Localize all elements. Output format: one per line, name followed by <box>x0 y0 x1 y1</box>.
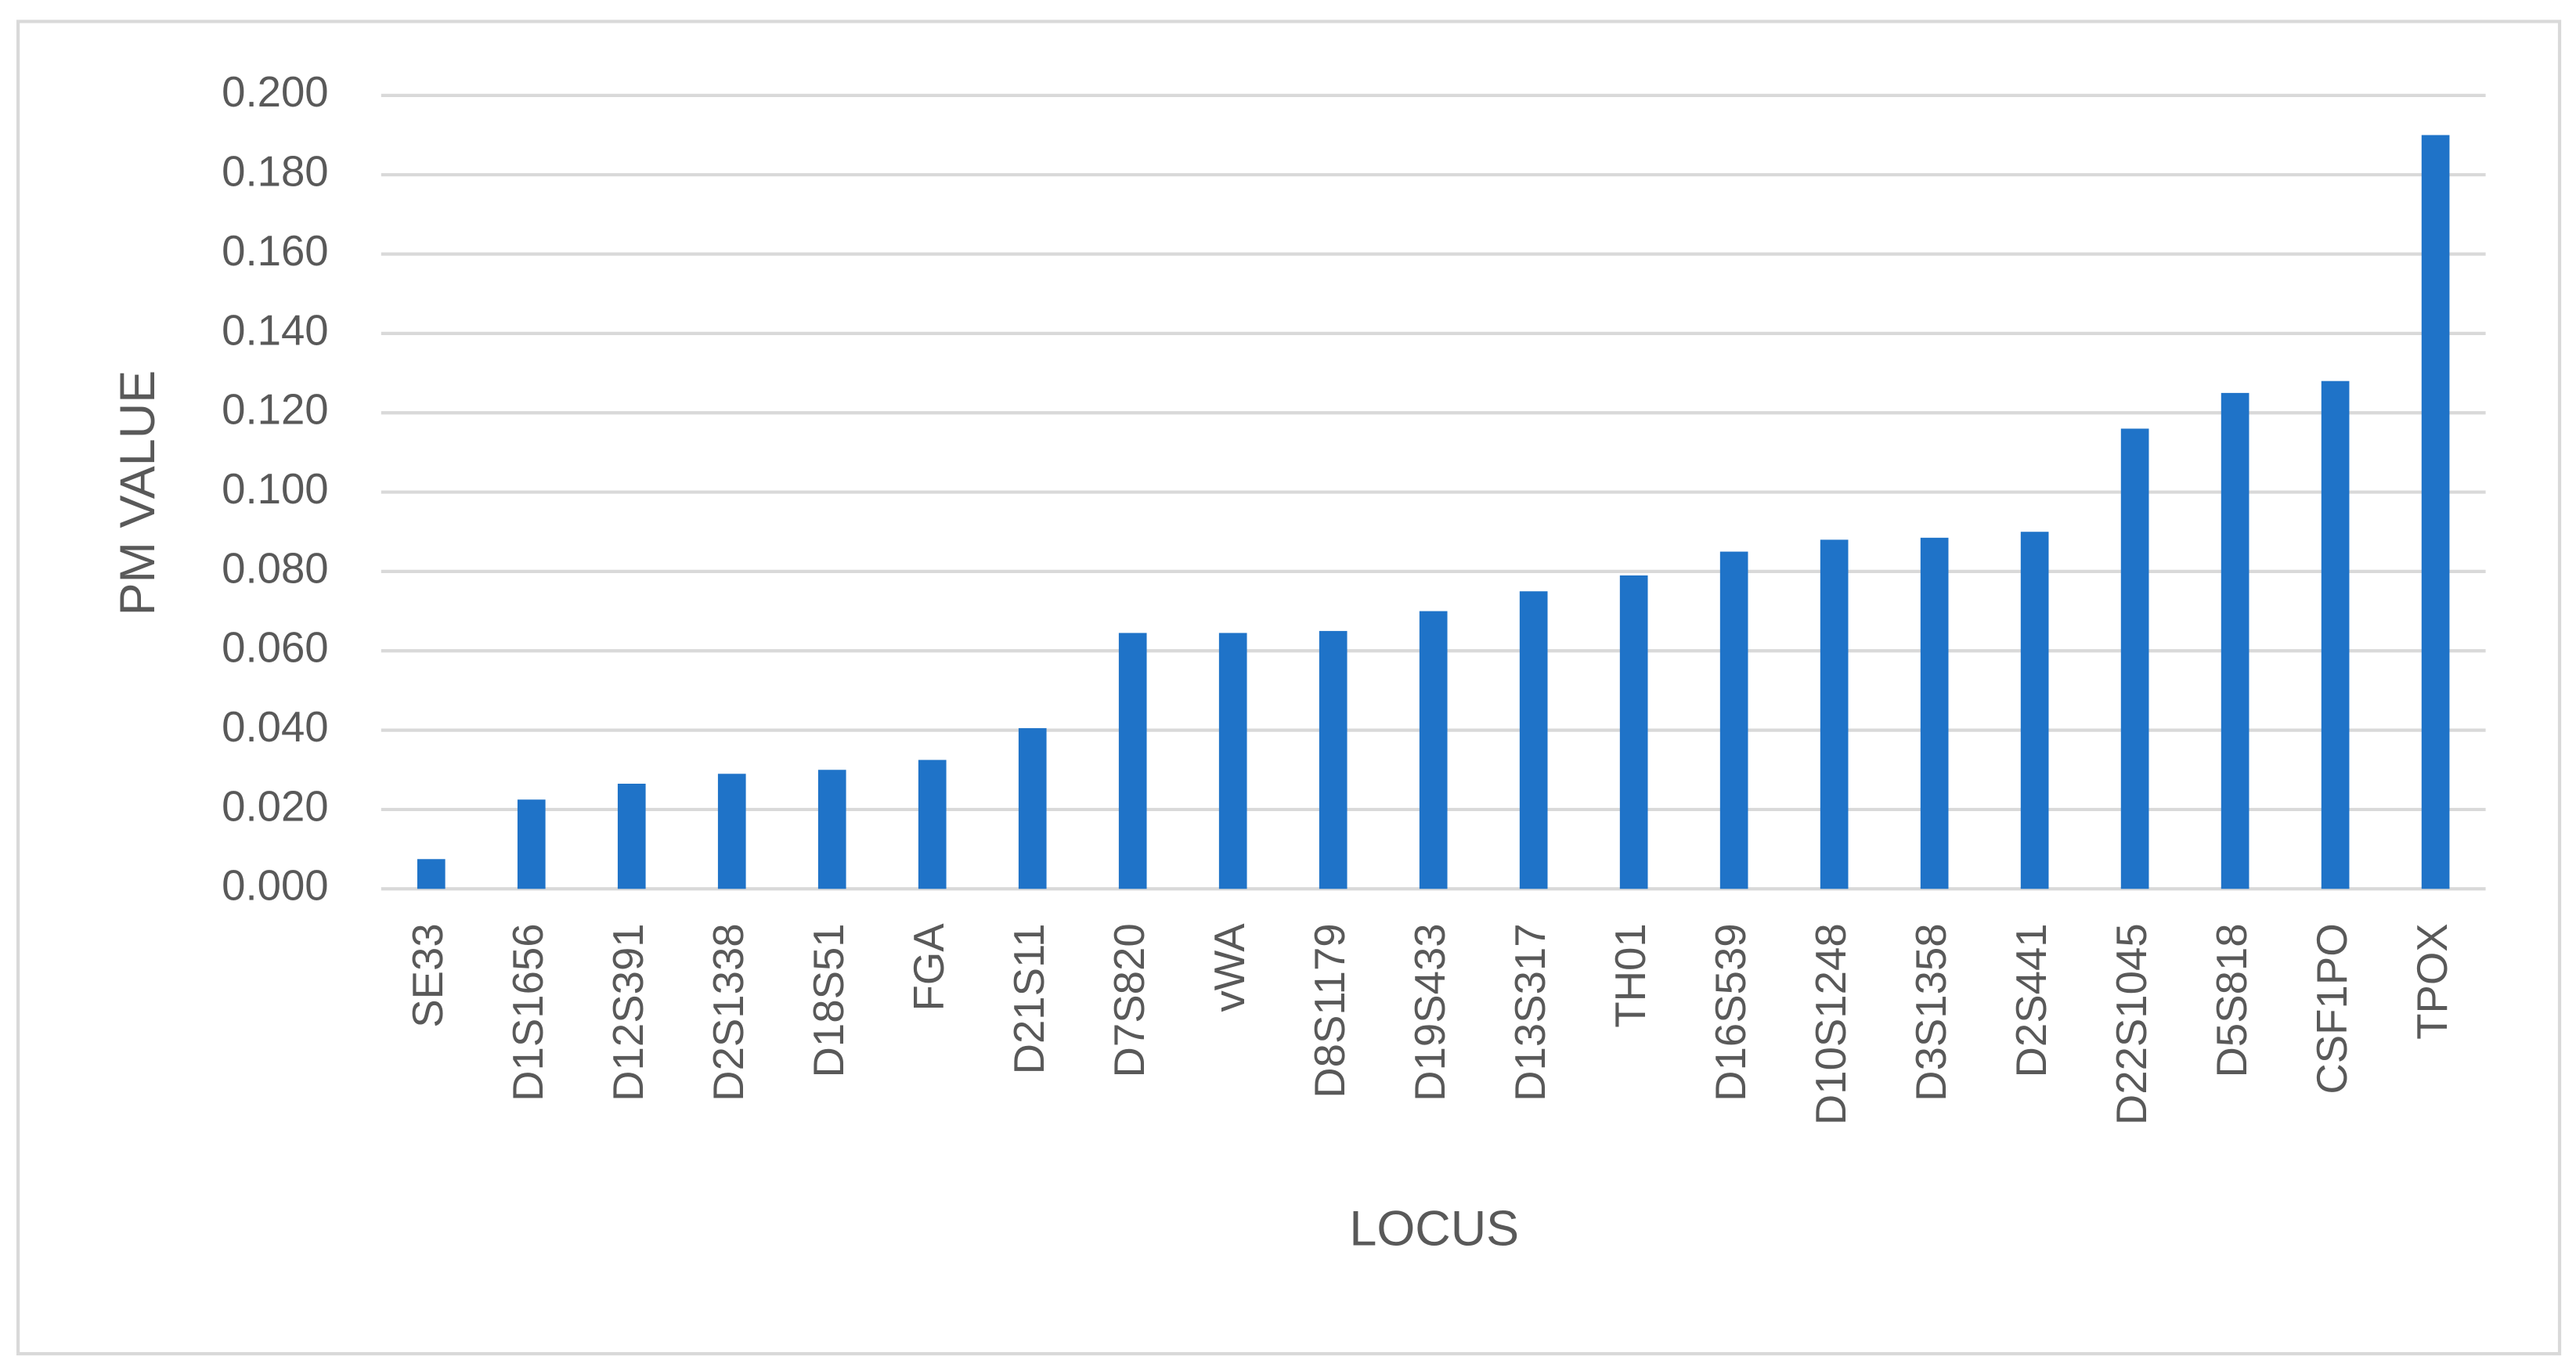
y-tick-label: 0.020 <box>222 782 329 830</box>
y-tick-label: 0.120 <box>222 386 329 434</box>
bar <box>817 770 846 889</box>
y-tick-label: 0.080 <box>222 544 329 592</box>
x-tick-label: D22S1045 <box>2108 923 2156 1125</box>
x-tick-label: D12S391 <box>604 923 652 1101</box>
bar <box>1018 728 1047 889</box>
x-axis-title: LOCUS <box>1349 1201 1519 1256</box>
x-tick-label: D2S1338 <box>705 923 752 1101</box>
x-tick-label: D8S1179 <box>1306 923 1354 1098</box>
x-tick-label: vWA <box>1206 923 1254 1012</box>
bar <box>1619 575 1648 889</box>
bar <box>1719 551 1748 889</box>
x-tick-label: D21S11 <box>1005 923 1053 1074</box>
bar <box>417 859 446 889</box>
y-tick-label: 0.060 <box>222 624 329 672</box>
x-tick-label: D10S1248 <box>1807 923 1855 1125</box>
x-tick-label: TH01 <box>1607 923 1654 1027</box>
y-tick-label: 0.140 <box>222 306 329 354</box>
bar <box>1118 633 1147 889</box>
bar <box>1218 633 1247 889</box>
bar <box>1519 591 1548 889</box>
y-tick-label: 0.100 <box>222 465 329 513</box>
y-tick-label: 0.040 <box>222 703 329 751</box>
x-tick-label: D18S51 <box>805 923 853 1077</box>
bar <box>1319 630 1348 889</box>
y-tick-label: 0.000 <box>222 862 329 910</box>
x-tick-label: FGA <box>905 923 953 1012</box>
bar <box>1820 539 1849 889</box>
bar <box>617 783 646 889</box>
bar <box>2020 532 2049 889</box>
bar <box>2421 135 2450 889</box>
x-tick-label: D19S433 <box>1406 923 1454 1101</box>
x-tick-label: D7S820 <box>1106 923 1153 1077</box>
x-tick-label: D2S441 <box>2008 923 2055 1077</box>
y-tick-label: 0.200 <box>222 68 329 116</box>
x-tick-label: CSF1PO <box>2308 923 2356 1094</box>
bar <box>2120 428 2149 889</box>
x-tick-label: D5S818 <box>2208 923 2256 1077</box>
x-tick-label: D13S317 <box>1506 923 1554 1101</box>
bar <box>717 774 746 889</box>
x-tick-label: TPOX <box>2408 923 2456 1040</box>
x-tick-label: D3S1358 <box>1907 923 1955 1101</box>
x-tick-label: D1S1656 <box>504 923 552 1101</box>
bar <box>918 759 947 889</box>
chart-border <box>16 20 2562 1356</box>
y-axis-title: PM VALUE <box>110 370 165 616</box>
x-tick-label: D16S539 <box>1707 923 1755 1101</box>
bar <box>517 799 546 889</box>
bar <box>1920 537 1949 889</box>
bar <box>2321 381 2350 889</box>
y-tick-label: 0.160 <box>222 227 329 275</box>
bar <box>1419 611 1448 889</box>
x-tick-label: SE33 <box>404 923 452 1027</box>
y-tick-label: 0.180 <box>222 148 329 196</box>
bar <box>2221 392 2249 889</box>
